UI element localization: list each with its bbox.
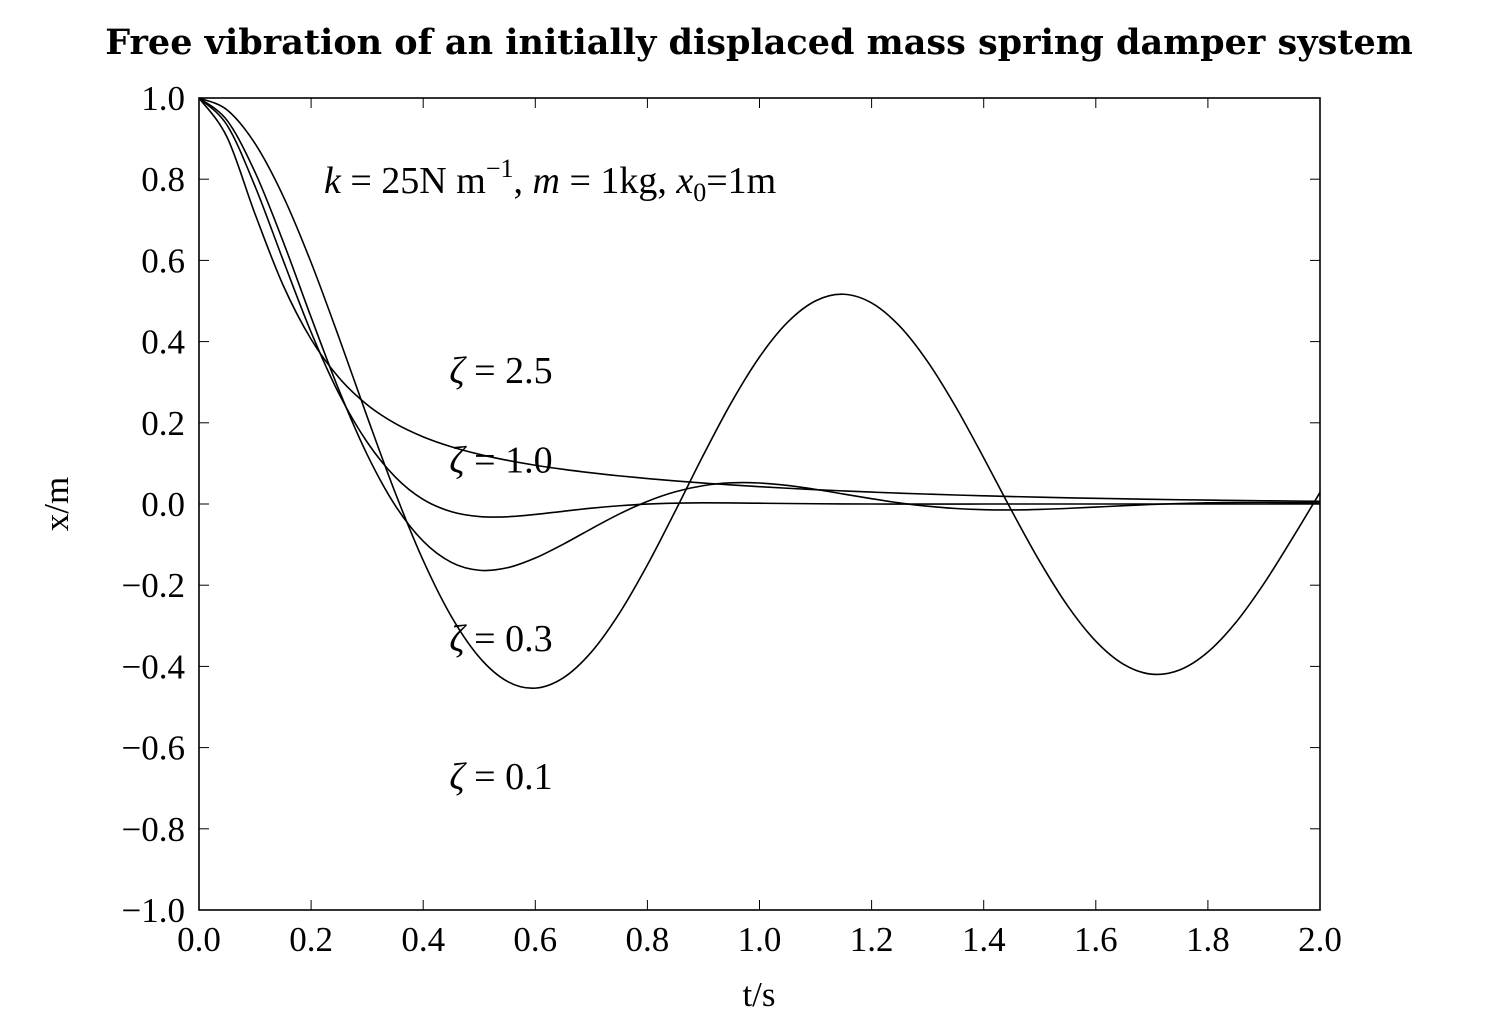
m-symbol: m <box>532 160 559 202</box>
zeta-symbol: ζ <box>449 618 467 660</box>
x-tick-label: 0.4 <box>401 920 445 959</box>
zeta-value: = 1.0 <box>465 439 553 481</box>
x-tick-label: 1.6 <box>1074 920 1118 959</box>
zeta-label-0: ζ = 2.5 <box>449 350 552 392</box>
x-tick-label: 2.0 <box>1298 920 1342 959</box>
series-line-1 <box>198 97 1321 572</box>
y-axis-label: x/m <box>37 477 76 531</box>
y-tick-label: 0.2 <box>141 404 185 443</box>
data-curves <box>198 97 1321 690</box>
zeta-symbol: ζ <box>449 756 467 798</box>
k-symbol: k <box>324 160 342 202</box>
separator: , <box>513 160 532 202</box>
k-value: = 25N m <box>341 160 486 202</box>
x0-subscript: 0 <box>693 178 706 207</box>
plot-frame <box>198 97 1321 911</box>
y-tick-label: −0.6 <box>122 729 186 768</box>
zeta-label-2: ζ = 0.3 <box>449 618 552 660</box>
y-tick-label: 0.8 <box>141 160 185 199</box>
zeta-label-1: ζ = 1.0 <box>449 439 552 481</box>
x-tick-label: 1.0 <box>738 920 782 959</box>
x-axis-label: t/s <box>742 975 775 1014</box>
zeta-label-3: ζ = 0.1 <box>449 756 552 798</box>
zeta-symbol: ζ <box>449 350 467 392</box>
y-tick-label: −0.2 <box>122 566 186 605</box>
x-tick-label: 1.8 <box>1186 920 1230 959</box>
y-tick-labels: 1.0 0.8 0.6 0.4 0.2 0.0 −0.2 −0.4 −0.6 −0.8 −1.0 <box>122 79 186 930</box>
y-tick-label: 1.0 <box>141 79 185 118</box>
zeta-annotations: ζ = 2.5ζ = 1.0ζ = 0.3ζ = 0.1 <box>449 350 552 798</box>
zeta-symbol: ζ <box>449 439 467 481</box>
x-tick-label: 0.0 <box>177 920 221 959</box>
zeta-value: = 0.1 <box>465 756 553 798</box>
x0-symbol: x <box>675 160 693 202</box>
x-tick-label: 1.4 <box>962 920 1006 959</box>
y-tick-label: 0.0 <box>141 485 185 524</box>
y-tick-label: 0.6 <box>141 241 185 280</box>
parameters-annotation: k = 25N m−1, m = 1kg, x0=1m <box>324 154 776 207</box>
k-exponent: −1 <box>486 154 514 183</box>
y-tick-label: 0.4 <box>141 323 185 362</box>
series-line-3 <box>198 97 1321 503</box>
y-tick-label: −0.8 <box>122 810 186 849</box>
x0-value: =1m <box>706 160 776 202</box>
zeta-value: = 2.5 <box>465 350 553 392</box>
series-line-2 <box>198 97 1320 518</box>
x-tick-label: 0.2 <box>289 920 333 959</box>
y-tick-label: −1.0 <box>122 891 186 930</box>
zeta-value: = 0.3 <box>465 618 553 660</box>
x-tick-label: 0.6 <box>513 920 557 959</box>
x-tick-label: 0.8 <box>626 920 670 959</box>
series-line-0 <box>198 97 1321 690</box>
x-tick-labels: 0.0 0.2 0.4 0.6 0.8 1.0 1.2 1.4 1.6 1.8 2.0 <box>177 920 1342 959</box>
m-value: = 1kg, <box>560 160 676 202</box>
x-tick-label: 1.2 <box>850 920 894 959</box>
y-tick-label: −0.4 <box>122 647 186 686</box>
chart-title: Free vibration of an initially displaced… <box>105 22 1413 63</box>
